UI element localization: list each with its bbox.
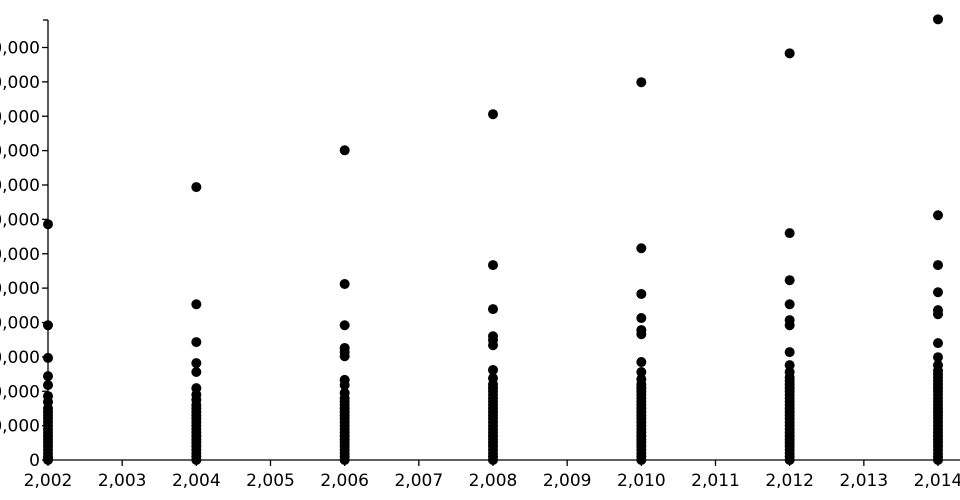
data-point (636, 243, 647, 254)
data-point (43, 219, 53, 230)
data-point (933, 260, 943, 271)
data-point (191, 337, 202, 348)
x-tick-label: 2,011 (691, 471, 740, 491)
data-point (191, 182, 202, 193)
data-point (933, 14, 943, 25)
x-tick-label: 2,010 (617, 471, 666, 491)
y-tick-label: 400,000 (0, 314, 40, 334)
y-axis: 0 100,000 200,000 300,000 400,000 500,000 600,… (0, 19, 49, 471)
data-point (339, 145, 350, 156)
data-point (933, 210, 943, 221)
x-tick-label: 2,005 (246, 471, 295, 491)
data-point (784, 360, 795, 371)
data-point (784, 275, 795, 286)
data-point (191, 455, 202, 465)
x-tick-label: 2,008 (469, 471, 518, 491)
data-point (933, 338, 943, 349)
data-point (784, 299, 795, 310)
data-point (636, 288, 647, 299)
data-point (636, 329, 647, 340)
y-tick-label: 100,000 (0, 417, 40, 437)
data-points (43, 14, 943, 465)
data-point (43, 352, 53, 363)
y-tick-label: 1,200,000 (0, 39, 40, 59)
data-point (933, 309, 943, 320)
y-tick-label: 800,000 (0, 176, 40, 196)
data-point (784, 455, 795, 465)
y-tick-label: 200,000 (0, 382, 40, 402)
y-tick-label: 500,000 (0, 279, 40, 299)
x-tick-label: 2,014 (914, 471, 960, 491)
data-point (488, 109, 498, 120)
y-tick-label: 1,100,000 (0, 73, 40, 93)
data-point (191, 367, 202, 377)
x-tick-label: 2,009 (543, 471, 592, 491)
data-point (636, 357, 647, 368)
data-point (636, 455, 647, 465)
data-point (191, 299, 202, 310)
y-tick-label: 0 (29, 451, 40, 471)
data-point (339, 455, 350, 465)
data-point (339, 380, 350, 391)
data-point (636, 313, 647, 324)
x-tick-label: 2,007 (394, 471, 443, 491)
data-point (339, 351, 350, 362)
x-tick-label: 2,012 (765, 471, 814, 491)
data-point (191, 358, 202, 369)
data-point (933, 287, 943, 298)
data-point (339, 279, 350, 289)
x-tick-label: 2,004 (172, 471, 221, 491)
data-point (784, 48, 795, 59)
data-point (636, 367, 647, 377)
y-tick-label: 600,000 (0, 245, 40, 265)
data-point (784, 228, 795, 239)
x-tick-label: 2,003 (98, 471, 147, 491)
x-tick-label: 2,002 (24, 471, 73, 491)
x-tick-label: 2,013 (839, 471, 888, 491)
data-point (488, 340, 498, 351)
y-tick-label: 1,000,000 (0, 107, 40, 127)
data-point (933, 455, 943, 465)
data-point (784, 320, 795, 331)
data-point (43, 320, 53, 331)
data-point (784, 347, 795, 358)
data-point (488, 364, 498, 375)
y-tick-label: 300,000 (0, 348, 40, 368)
data-point (488, 304, 498, 315)
x-tick-label: 2,006 (320, 471, 369, 491)
data-point (636, 77, 647, 88)
data-point (933, 352, 943, 363)
data-point (43, 380, 53, 391)
data-point (488, 455, 498, 465)
data-point (339, 320, 350, 331)
data-point (488, 260, 498, 271)
x-axis: 2,002 2,003 2,004 2,005 2,006 2,007 2,008 2,009… (24, 459, 960, 491)
y-tick-label: 900,000 (0, 142, 40, 162)
data-point (43, 371, 53, 382)
data-point (43, 455, 53, 465)
y-tick-label: 700,000 (0, 210, 40, 230)
